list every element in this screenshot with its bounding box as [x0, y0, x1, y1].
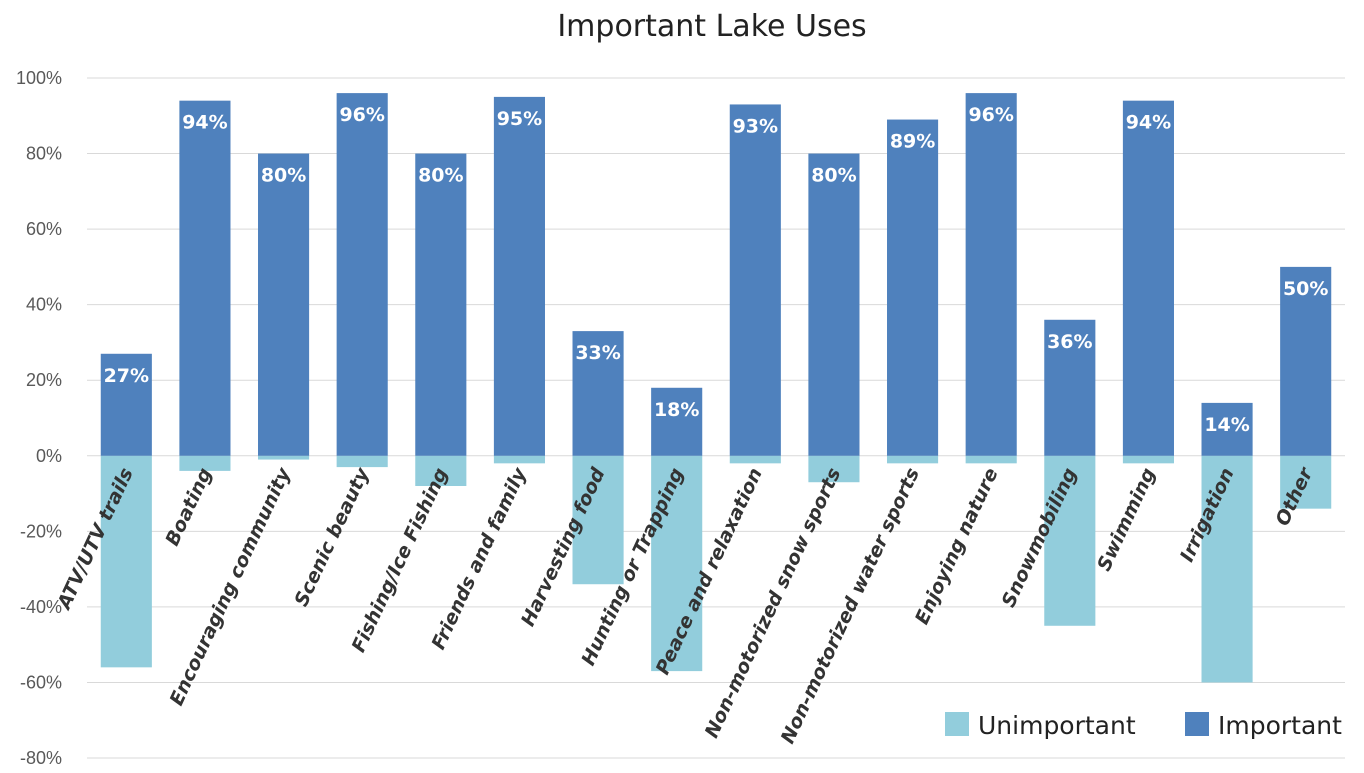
bar-important	[808, 153, 860, 456]
y-tick-label: 40%	[26, 295, 62, 315]
y-tick-label: 60%	[26, 219, 62, 239]
category-label: Non-motorized snow sports	[701, 465, 846, 742]
data-label: 18%	[654, 399, 699, 421]
data-label: 94%	[182, 112, 227, 134]
chart-title: Important Lake Uses	[557, 9, 866, 44]
bar-important	[336, 93, 388, 456]
category-label: Scenic beauty	[290, 463, 374, 610]
bar-important	[493, 96, 545, 456]
y-tick-label: -40%	[20, 597, 62, 617]
legend-label-unimportant: Unimportant	[978, 711, 1136, 740]
bar-unimportant	[887, 455, 939, 464]
data-label: 80%	[261, 165, 306, 187]
y-tick-label: 80%	[26, 144, 62, 164]
bar-unimportant	[965, 455, 1017, 464]
bar-unimportant	[1201, 455, 1253, 683]
bar-unimportant	[1280, 455, 1332, 509]
bar-unimportant	[651, 455, 703, 672]
bar-unimportant	[808, 455, 860, 483]
data-label: 27%	[104, 365, 149, 387]
y-tick-label: 100%	[16, 68, 62, 88]
category-label: Enjoying nature	[911, 465, 1003, 628]
bar-important	[179, 100, 231, 456]
y-tick-label: -20%	[20, 521, 62, 541]
bar-important	[1201, 402, 1253, 456]
y-tick-label: -80%	[20, 748, 62, 768]
bar-important	[415, 153, 467, 456]
data-labels: 27% 94% 80% 96% 80% 95% 33% 18% 93% 80% 89% 96% 36% 9…	[104, 104, 1329, 436]
data-label: 80%	[418, 165, 463, 187]
bar-unimportant	[729, 455, 781, 464]
legend-swatch-important	[1185, 712, 1209, 736]
bar-important	[965, 93, 1017, 456]
bar-unimportant	[100, 455, 152, 668]
data-label: 89%	[890, 131, 935, 153]
data-label: 33%	[575, 342, 620, 364]
bar-unimportant	[415, 455, 467, 486]
unimportant-bars	[100, 455, 1332, 683]
bar-important	[258, 153, 310, 456]
bar-unimportant	[572, 455, 624, 585]
bar-important	[1044, 319, 1096, 456]
data-label: 96%	[968, 104, 1013, 126]
data-label: 36%	[1047, 331, 1092, 353]
y-tick-label: -60%	[20, 672, 62, 692]
bar-important	[100, 353, 152, 456]
bar-important	[1122, 100, 1174, 456]
data-label: 95%	[497, 108, 542, 130]
bar-unimportant	[336, 455, 388, 468]
bar-important	[572, 331, 624, 456]
data-label: 14%	[1204, 414, 1249, 436]
important-bars	[100, 93, 1332, 456]
data-label: 93%	[733, 115, 778, 137]
bar-important	[1280, 266, 1332, 456]
legend: Unimportant Important	[945, 711, 1342, 740]
bar-important	[651, 387, 703, 456]
bar-unimportant	[258, 455, 310, 460]
y-axis-tick-labels: 100% 80% 60% 40% 20% 0% -20% -40% -60% -80%	[16, 68, 62, 768]
category-label: Boating	[161, 465, 216, 550]
data-label: 94%	[1126, 112, 1171, 134]
legend-label-important: Important	[1218, 711, 1342, 740]
bar-unimportant	[179, 455, 231, 471]
category-label: Swimming	[1093, 465, 1160, 575]
legend-swatch-unimportant	[945, 712, 969, 736]
y-tick-label: 0%	[36, 446, 62, 466]
bar-important	[729, 104, 781, 456]
bar-unimportant	[1122, 455, 1174, 464]
y-tick-label: 20%	[26, 370, 62, 390]
data-label: 80%	[811, 165, 856, 187]
bar-unimportant	[1044, 455, 1096, 626]
data-label: 96%	[339, 104, 384, 126]
data-label: 50%	[1283, 278, 1328, 300]
bar-important	[887, 119, 939, 456]
category-label: Non-motorized water sports	[777, 465, 924, 748]
bar-unimportant	[493, 455, 545, 464]
